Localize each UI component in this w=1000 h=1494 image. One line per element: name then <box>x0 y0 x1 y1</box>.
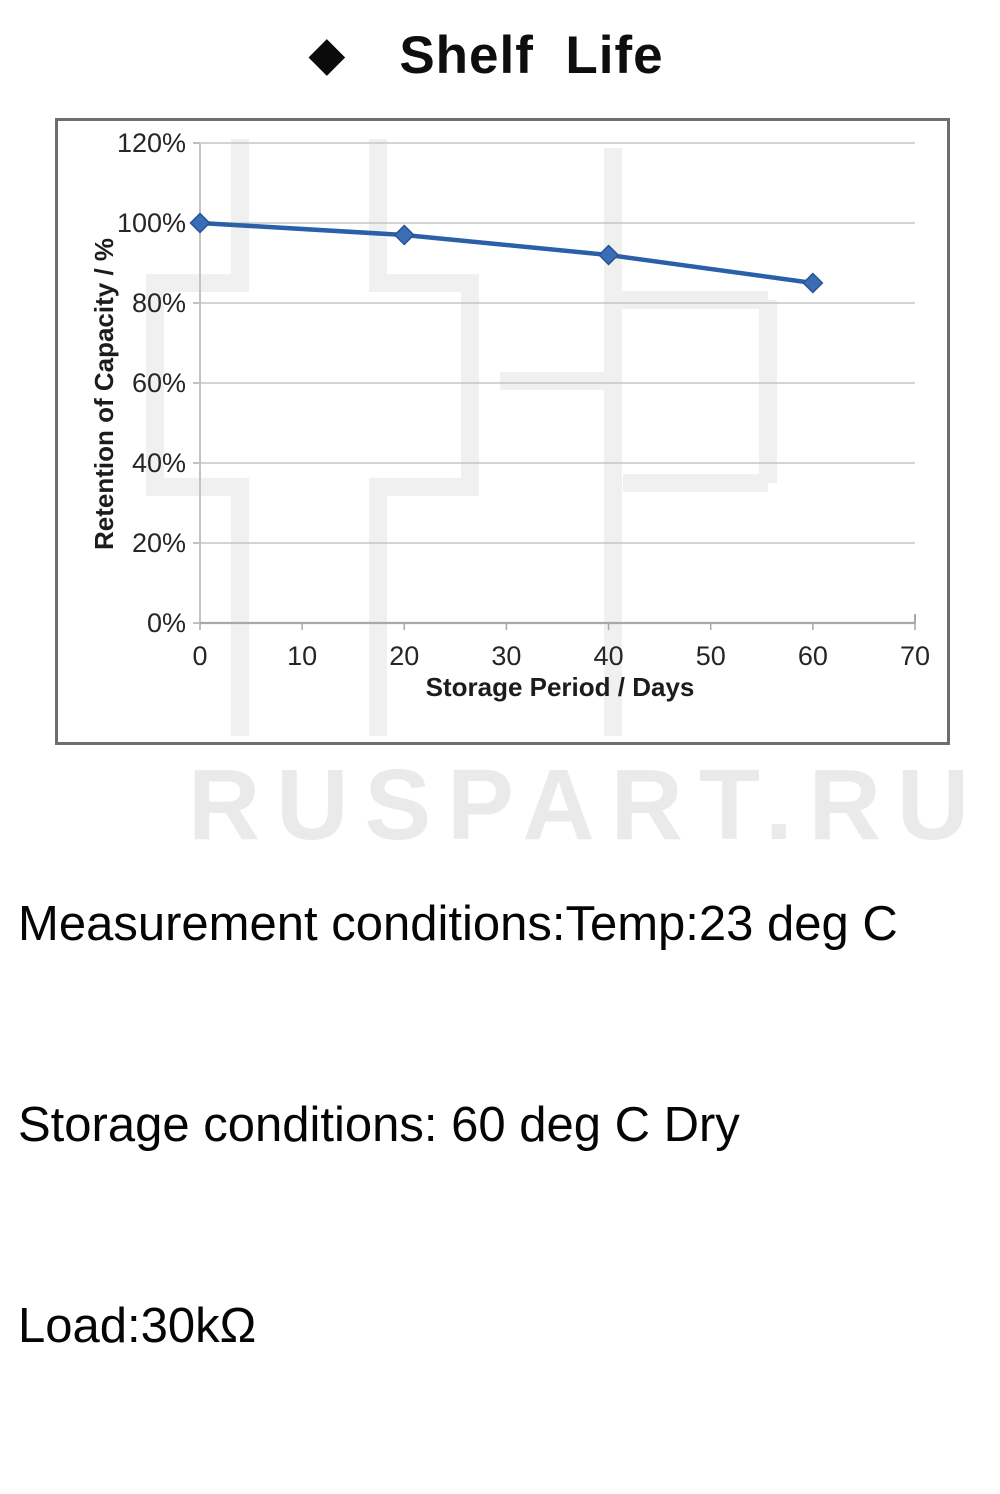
y-axis-title: Retention of Capacity / % <box>89 237 119 551</box>
conditions-line-1: Measurement conditions:Temp:23 deg C <box>18 897 898 951</box>
x-tick-label: 60 <box>798 641 828 671</box>
data-point-marker <box>189 212 211 234</box>
watermark-text: RUSPART.RU <box>188 749 986 861</box>
x-axis-title: Storage Period / Days <box>425 672 695 702</box>
data-line <box>199 220 814 286</box>
chart-frame: 120% 100% 80% 60% 40% 20% 0% 0 10 20 30 40 50 60 70 Re… <box>55 118 950 745</box>
chart-title: ◆ Shelf Life <box>0 20 986 90</box>
y-tick-label: 120% <box>117 128 186 158</box>
y-tick-label: 40% <box>132 448 186 478</box>
y-tick-label: 20% <box>132 528 186 558</box>
shelf-life-chart: 120% 100% 80% 60% 40% 20% 0%0 10 20 30 40 50 60 70 <box>117 128 930 736</box>
y-tick-label: 80% <box>132 288 186 318</box>
data-point-marker <box>802 272 824 294</box>
x-tick-label: 20 <box>389 641 419 671</box>
conditions-line-3: Load:30kΩ <box>18 1299 257 1353</box>
x-tick-label: 30 <box>491 641 521 671</box>
chart-title-text: Shelf Life <box>399 25 664 85</box>
x-tick-label: 40 <box>594 641 624 671</box>
y-tick-label: 100% <box>117 208 186 238</box>
x-tick-label: 0 <box>192 641 207 671</box>
x-tick-label: 50 <box>696 641 726 671</box>
conditions-line-2: Storage conditions: 60 deg C Dry <box>18 1098 740 1152</box>
diamond-bullet-icon: ◆ <box>308 28 346 81</box>
plot-watermark-shape <box>146 139 479 736</box>
plot-watermark-shape <box>500 148 777 736</box>
y-tick-label: 0% <box>147 608 186 638</box>
x-tick-label: 70 <box>900 641 930 671</box>
conditions-block: Measurement conditions:Temp:23 deg C Sto… <box>18 757 898 1494</box>
data-point-marker <box>393 224 415 246</box>
x-tick-label: 10 <box>287 641 317 671</box>
data-point-marker <box>598 244 620 266</box>
y-tick-label: 60% <box>132 368 186 398</box>
page: ◆ Shelf Life 120% 100% 80% 60% 40% 20% 0% 0 10 20… <box>0 20 986 1354</box>
